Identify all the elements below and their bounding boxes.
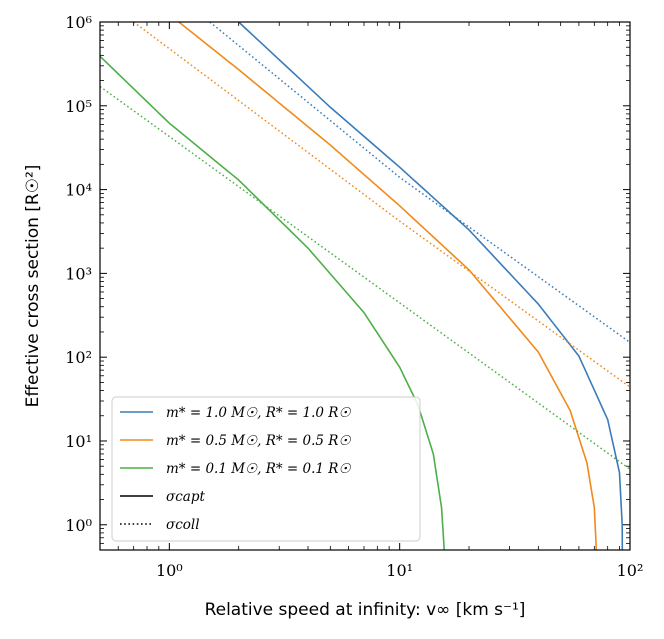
y-tick-label: 10³ [65, 264, 92, 283]
legend-label: m* = 0.5 M☉, R* = 0.5 R☉ [166, 433, 351, 449]
x-tick-label: 10² [617, 561, 644, 580]
y-axis-label-text: Effective cross section [R☉²] [23, 165, 43, 408]
x-tick-label: 10⁰ [156, 561, 183, 580]
series-line-sigma_coll-1 [209, 22, 630, 344]
axis-ticks: 10⁰ 10¹ 10² 10⁰ 10¹ 10² 10³ 10⁴ 10⁵ 10⁶ [65, 13, 643, 580]
series-line-sigma_capt-0 [238, 22, 624, 550]
legend-label: σcapt [166, 489, 205, 505]
y-tick-label: 10² [65, 348, 92, 367]
y-tick-label: 10⁰ [65, 516, 92, 535]
x-tick-label: 10¹ [386, 561, 413, 580]
series-line-sigma_capt-4 [100, 55, 445, 550]
y-tick-label: 10⁶ [65, 13, 92, 32]
legend-items: m* = 1.0 M☉, R* = 1.0 R☉ m* = 0.5 M☉, R* … [120, 405, 351, 533]
y-tick-label: 10⁴ [65, 181, 92, 200]
y-tick-label: 10⁵ [65, 97, 92, 116]
legend: m* = 1.0 M☉, R* = 1.0 R☉ m* = 0.5 M☉, R* … [111, 396, 421, 542]
legend-label: m* = 0.1 M☉, R* = 0.1 R☉ [166, 461, 351, 477]
y-axis-label: Effective cross section [R☉²] [23, 165, 43, 408]
y-tick-label: 10¹ [65, 432, 92, 451]
series-line-sigma_capt-2 [178, 22, 597, 550]
plot-lines [100, 22, 630, 550]
legend-label: m* = 1.0 M☉, R* = 1.0 R☉ [166, 405, 351, 421]
legend-box [111, 396, 421, 542]
legend-label: σcoll [166, 517, 200, 533]
x-axis-label: Relative speed at infinity: v∞ [km s⁻¹] [205, 600, 526, 620]
x-axis-label-text: Relative speed at infinity: v∞ [km s⁻¹] [205, 600, 526, 620]
series-line-sigma_coll-3 [133, 22, 630, 388]
